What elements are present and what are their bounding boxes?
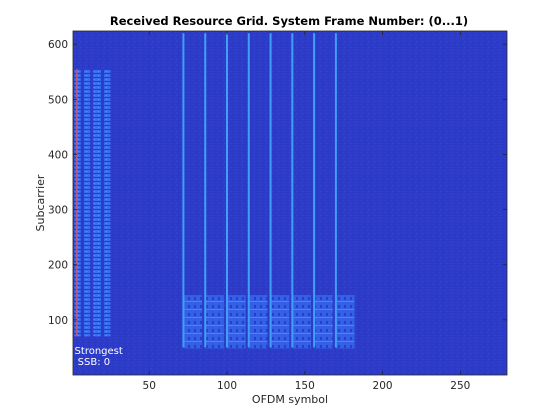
y-tick-label-0: 100	[48, 315, 68, 327]
x-tick-label-0: 50	[143, 380, 156, 392]
pdsch-block-6	[314, 295, 333, 349]
ssb-bursts	[74, 69, 111, 337]
x-tick-label-2: 150	[295, 380, 315, 392]
y-tick-label-4: 500	[48, 94, 68, 106]
pdsch-block-1	[205, 295, 224, 349]
y-axis-label: Subcarrier	[34, 174, 47, 231]
ssb-burst-1	[83, 69, 91, 337]
strongest-ssb-highlight	[76, 69, 78, 337]
y-axis-ticks: 100 200 300 400 500 600	[48, 39, 507, 327]
chart-title: Received Resource Grid. System Frame Num…	[110, 14, 468, 28]
annotation-0: Strongest	[75, 346, 123, 357]
ssb-burst-3	[104, 69, 111, 337]
x-tick-label-1: 100	[217, 380, 237, 392]
x-tick-label-3: 200	[373, 380, 393, 392]
y-tick-label-1: 200	[48, 260, 68, 272]
y-tick-label-3: 400	[48, 149, 68, 161]
y-tick-label-2: 300	[48, 205, 68, 217]
pdsch-block-5	[292, 295, 311, 349]
pdcch-lines	[182, 33, 337, 348]
pdsch-block-3	[248, 295, 268, 349]
ssb-burst-0	[74, 69, 81, 337]
pdsch-blocks	[183, 295, 355, 349]
x-axis-label: OFDM symbol	[252, 393, 328, 406]
x-tick-label-4: 250	[450, 380, 470, 392]
ssb-burst-2	[93, 69, 101, 337]
plot-frame	[72, 30, 508, 376]
plot-background	[73, 31, 507, 375]
annotation-1: SSB: 0	[78, 357, 110, 368]
pdsch-block-7	[335, 295, 355, 349]
x-axis-ticks: 50 100 150 200 250	[143, 31, 470, 392]
y-tick-label-5: 600	[48, 39, 68, 51]
pdsch-block-4	[270, 295, 290, 349]
pdsch-block-2	[227, 295, 246, 349]
pdsch-block-0	[183, 295, 203, 349]
